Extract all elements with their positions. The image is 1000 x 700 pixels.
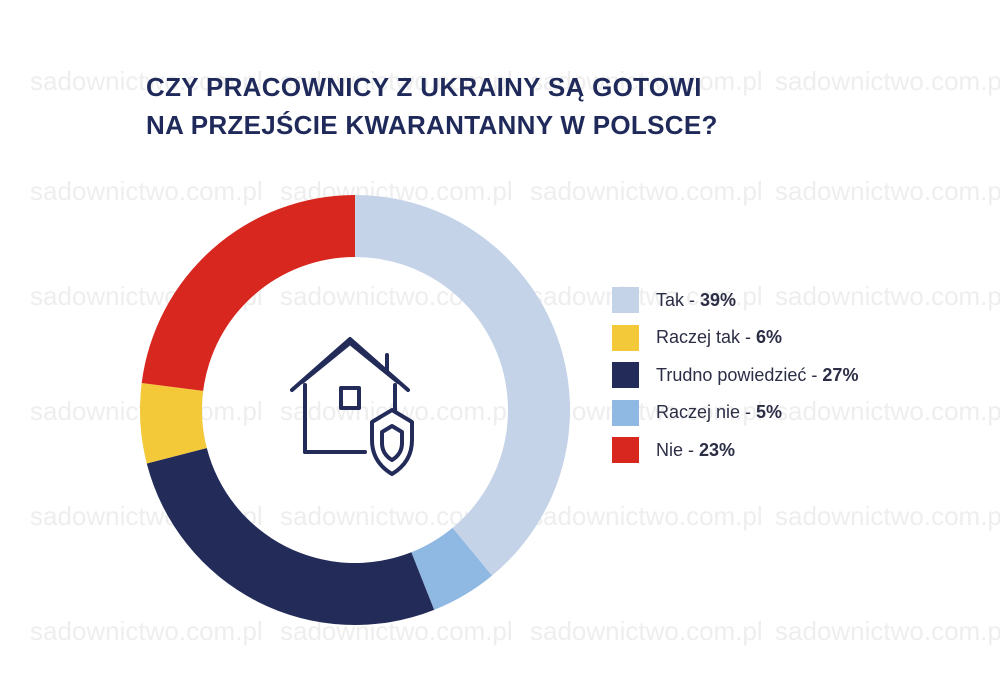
legend-item-trudno-powiedziec: Trudno powiedzieć - 27% <box>612 362 858 388</box>
legend-swatch <box>612 324 639 351</box>
donut-slice-nie <box>141 195 355 391</box>
house-shield-icon <box>290 337 414 476</box>
donut-slice-tak <box>355 195 570 576</box>
donut-slice-raczej-tak <box>140 383 207 464</box>
legend-value: 6% <box>756 327 783 347</box>
legend-label: Raczej tak <box>656 327 741 347</box>
legend-value: 23% <box>699 439 736 460</box>
legend-label: Nie <box>656 439 684 460</box>
donut-slice-raczej-nie <box>411 527 493 610</box>
chart-title-line-2: NA PRZEJŚCIE KWARANTANNY W POLSCE? <box>146 110 718 140</box>
legend-swatch <box>612 437 639 463</box>
legend-swatch <box>612 399 639 426</box>
legend-swatch <box>612 362 639 388</box>
legend-label: Tak <box>656 289 685 310</box>
donut-slices <box>140 195 570 625</box>
legend-label: Raczej nie <box>656 402 741 422</box>
legend-item-raczej-nie: Raczej nie - 5% <box>612 399 858 426</box>
donut-slice-trudno-powiedzie- <box>146 448 435 625</box>
chart-legend: Tak - 39% Raczej tak - 6% Trudno powiedz… <box>612 287 858 475</box>
chart-title-line-1: CZY PRACOWNICY Z UKRAINY SĄ GOTOWI <box>146 72 702 102</box>
legend-item-nie: Nie - 23% <box>612 437 858 463</box>
legend-label: Trudno powiedzieć <box>656 364 807 385</box>
legend-swatch <box>612 287 639 313</box>
legend-value: 39% <box>700 289 737 310</box>
legend-value: 27% <box>822 364 859 385</box>
legend-value: 5% <box>756 402 783 422</box>
legend-item-tak: Tak - 39% <box>612 287 858 313</box>
legend-item-raczej-tak: Raczej tak - 6% <box>612 324 858 351</box>
chart-title: CZY PRACOWNICY Z UKRAINY SĄ GOTOWI NA PR… <box>146 68 846 144</box>
